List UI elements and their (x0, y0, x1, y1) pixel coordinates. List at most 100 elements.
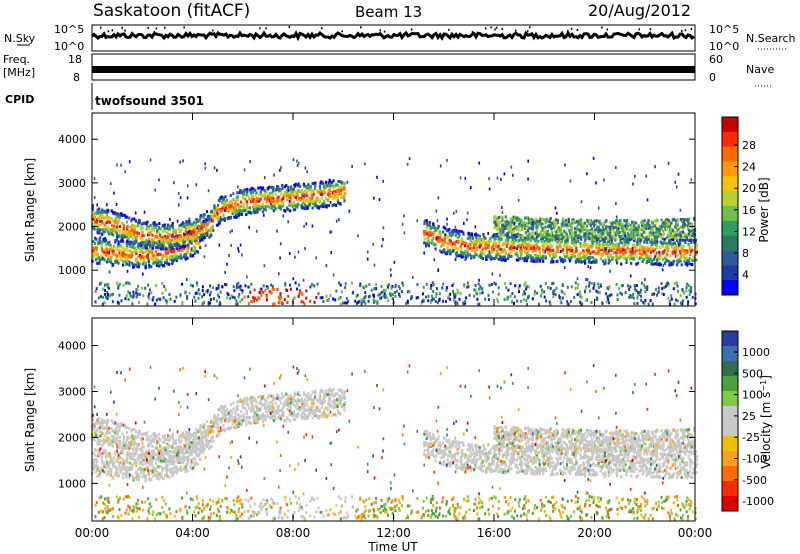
power-echo (391, 293, 394, 297)
power-echo (521, 226, 524, 230)
power-echo (195, 231, 198, 235)
power-echo (135, 291, 138, 295)
power-echo (292, 187, 295, 191)
velocity-echo (127, 472, 130, 476)
power-echo (433, 243, 436, 247)
power-echo (502, 234, 505, 238)
power-echo (527, 285, 530, 289)
power-echo (668, 222, 671, 226)
power-echo (164, 288, 167, 292)
power-echo (669, 240, 672, 244)
power-echo (144, 248, 147, 252)
power-echo (116, 234, 119, 238)
power-echo (115, 254, 119, 258)
power-echo (592, 240, 595, 244)
power-echo (241, 298, 244, 302)
power-echo (551, 282, 554, 286)
power-echo (173, 299, 176, 303)
power-echo (541, 254, 544, 258)
power-echo (205, 210, 209, 214)
power-echo (236, 212, 239, 216)
power-echo (687, 222, 690, 226)
power-echo (145, 261, 148, 265)
power-echo (339, 283, 342, 287)
velocity-echo (131, 463, 134, 467)
velocity-echo (101, 452, 104, 455)
power-echo (141, 230, 144, 234)
power-echo (566, 223, 569, 227)
power-echo (263, 264, 266, 268)
power-echo (450, 234, 453, 238)
power-echo (241, 195, 244, 199)
power-echo (694, 238, 698, 242)
power-echo (430, 299, 433, 303)
power-echo (517, 244, 520, 248)
power-echo (592, 250, 595, 254)
power-echo (271, 285, 274, 288)
power-echo (425, 221, 428, 225)
power-echo (626, 235, 629, 239)
power-echo (582, 259, 585, 263)
power-echo (639, 236, 642, 239)
power-echo (315, 189, 319, 193)
power-echo (530, 217, 533, 221)
power-echo (467, 285, 470, 289)
power-echo (106, 295, 109, 299)
power-echo (513, 295, 516, 299)
power-echo (462, 240, 465, 244)
power-echo (460, 247, 463, 251)
power-echo (623, 224, 626, 228)
power-echo (538, 216, 541, 220)
power-echo (309, 200, 313, 204)
power-echo (329, 184, 332, 188)
power-echo (525, 259, 528, 263)
power-echo (118, 251, 121, 255)
power-echo (251, 300, 254, 303)
velocity-echo (107, 470, 110, 474)
power-echo (219, 218, 222, 222)
power-echo (343, 199, 346, 203)
power-echo (601, 259, 605, 263)
power-echo (659, 254, 662, 258)
power-echo (695, 250, 698, 254)
power-echo (599, 228, 602, 232)
power-echo (624, 243, 627, 247)
power-echo (631, 247, 634, 250)
power-echo (531, 259, 534, 263)
cpid-value: twofsound 3501 (95, 94, 204, 108)
power-echo (221, 201, 224, 205)
power-echo (624, 224, 627, 228)
freq-label: Freq. (3, 53, 30, 66)
power-echo (282, 214, 285, 218)
power-echo (501, 206, 503, 209)
power-echo (270, 206, 273, 210)
power-echo (427, 239, 430, 243)
power-echo (518, 239, 521, 242)
power-echo (501, 243, 504, 247)
nsky-spike (212, 29, 214, 32)
power-echo (613, 230, 616, 234)
power-echo (296, 287, 299, 291)
power-echo (554, 206, 557, 210)
power-echo (152, 295, 155, 299)
power-echo (448, 227, 451, 231)
power-echo (266, 204, 269, 208)
power-echo (593, 219, 596, 223)
power-echo (435, 292, 438, 296)
power-echo (489, 250, 492, 254)
power-echo (194, 299, 197, 303)
power-echo (334, 196, 337, 200)
power-echo (279, 292, 282, 296)
power-echo (263, 213, 265, 217)
velocity-echo (141, 475, 144, 479)
power-echo (385, 294, 388, 298)
power-echo (593, 224, 596, 228)
power-echo (475, 247, 478, 251)
power-echo (691, 295, 694, 299)
power-echo (203, 300, 205, 304)
power-echo (198, 292, 201, 296)
power-echo (364, 162, 366, 166)
nsky-spike (183, 26, 185, 29)
power-echo (202, 224, 206, 228)
